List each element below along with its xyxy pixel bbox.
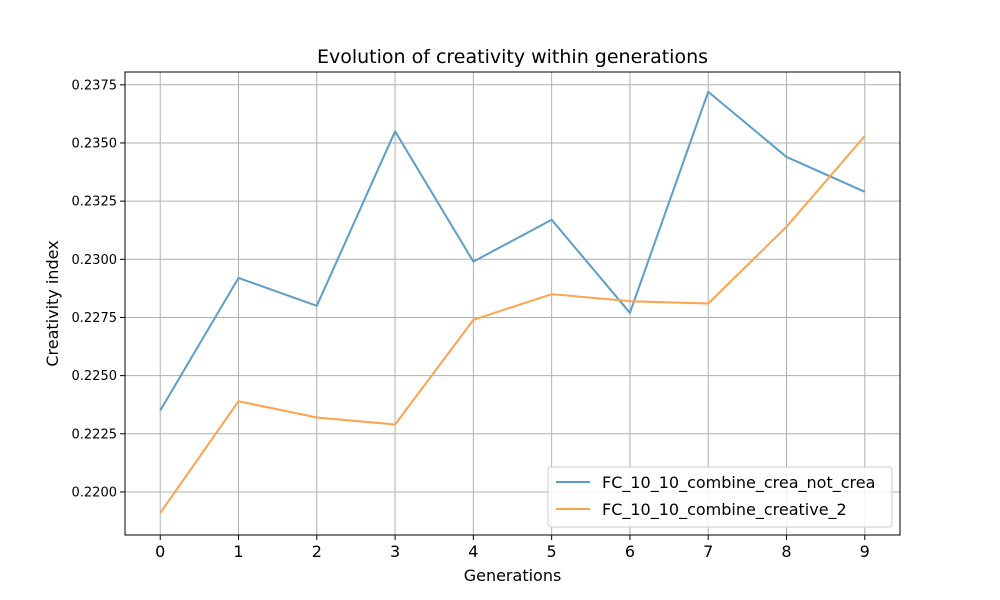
legend: FC_10_10_combine_crea_not_crea FC_10_10_…: [547, 466, 893, 528]
x-tick-label: 5: [547, 542, 557, 561]
chart-title: Evolution of creativity within generatio…: [317, 46, 708, 68]
y-tick-label: 0.2325: [72, 195, 118, 210]
legend-label-creative-2: FC_10_10_combine_creative_2: [602, 500, 847, 520]
series-line-0: [159, 90, 866, 412]
x-tick-label: 0: [155, 542, 165, 561]
y-axis-label: Creativity index: [43, 240, 62, 366]
y-tick-label: 0.2275: [72, 311, 118, 326]
y-tick-label: 0.2350: [72, 136, 118, 151]
y-axis-ticks: 0.2200 0.2225 0.2250 0.2275 0.2300 0.2325 0.23…: [72, 78, 125, 500]
y-tick-label: 0.2300: [72, 253, 118, 268]
x-tick-label: 4: [468, 542, 478, 561]
series-layer: [159, 90, 866, 514]
x-axis-ticks: 0 1 2 3 4 5 6 7 8 9: [155, 535, 870, 561]
series-line-1: [159, 135, 866, 514]
x-tick-label: 3: [390, 542, 400, 561]
y-tick-label: 0.2250: [72, 369, 118, 384]
y-tick-label: 0.2225: [72, 427, 118, 442]
x-tick-label: 7: [703, 542, 713, 561]
legend-box: [547, 466, 893, 528]
legend-label-crea-not-crea: FC_10_10_combine_crea_not_crea: [602, 473, 875, 493]
x-axis-label: Generations: [464, 566, 562, 585]
plot-frame: [124, 71, 901, 536]
x-tick-label: 1: [233, 542, 243, 561]
y-tick-label: 0.2375: [72, 78, 118, 93]
x-tick-label: 9: [860, 542, 870, 561]
x-tick-label: 2: [312, 542, 322, 561]
x-tick-label: 8: [781, 542, 791, 561]
y-tick-label: 0.2200: [72, 485, 118, 500]
x-tick-label: 6: [625, 542, 635, 561]
